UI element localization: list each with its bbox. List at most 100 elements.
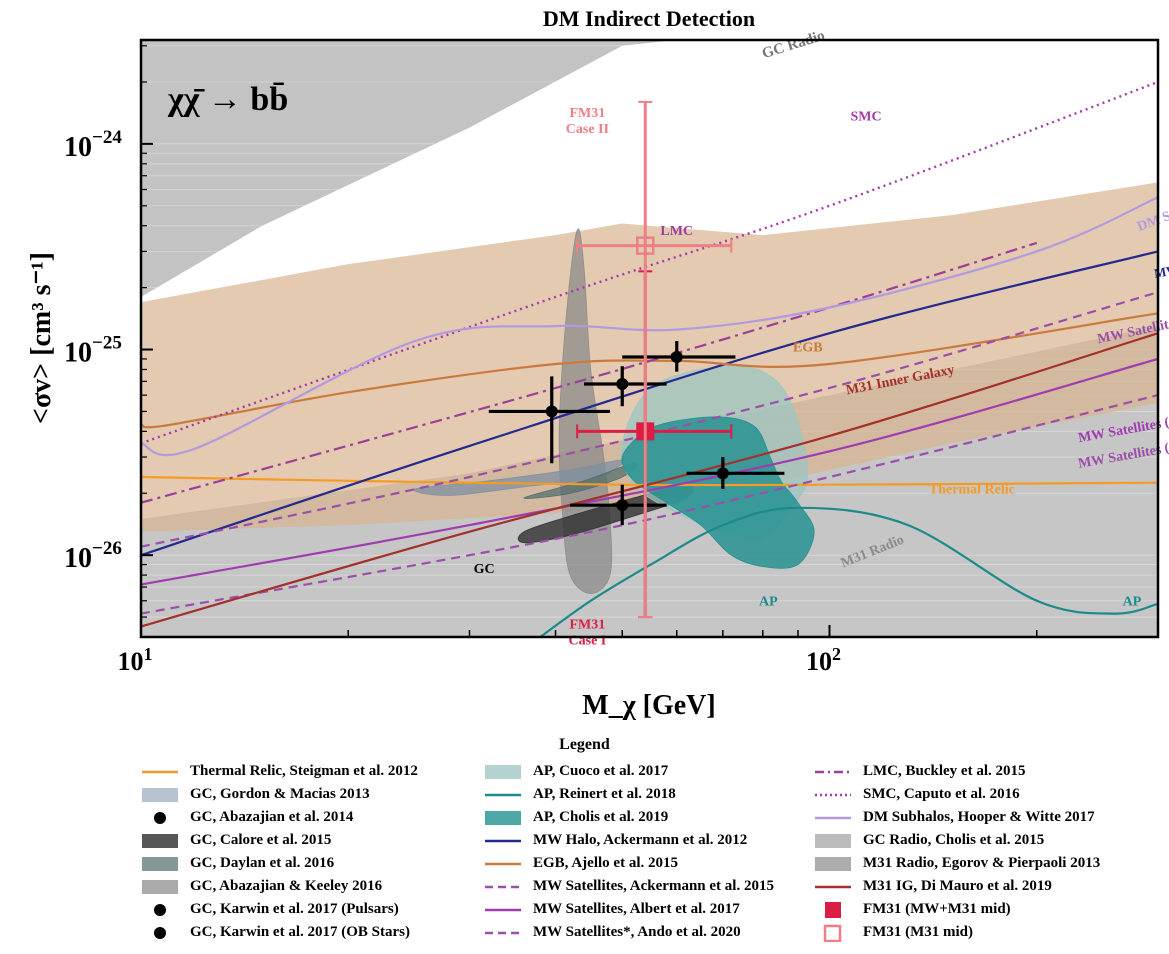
legend-label: GC, Abazajian et al. 2014 <box>190 809 354 825</box>
x-tick-label: 102 <box>806 644 841 676</box>
legend-label: GC, Abazajian & Keeley 2016 <box>190 878 383 894</box>
point-gc-karwin-et-al-2017-pulsars-marker <box>616 377 629 390</box>
point-gc-point-5-marker <box>716 467 729 480</box>
legend-label: LMC, Buckley et al. 2015 <box>863 763 1026 779</box>
legend-swatch <box>485 931 521 934</box>
legend-label: FM31 (MW+M31 mid) <box>863 901 1011 917</box>
gc-gordon-blob <box>413 459 624 496</box>
legend-label: GC, Calore et al. 2015 <box>190 832 332 848</box>
legend-item: GC, Gordon & Macias 2013 <box>140 783 418 806</box>
legend-swatch <box>154 903 166 916</box>
annotation-gc-radio: GC Radio <box>760 28 826 62</box>
legend-swatch <box>485 908 521 911</box>
annotation-lmc: LMC <box>660 224 693 239</box>
legend-label: M31 IG, Di Mauro et al. 2019 <box>863 878 1052 894</box>
legend-swatch <box>154 811 166 824</box>
annotation-egb: EGB <box>793 340 823 355</box>
legend-item: AP, Cholis et al. 2019 <box>483 806 774 829</box>
legend-label: MW Halo, Ackermann et al. 2012 <box>533 832 748 848</box>
legend-item: GC, Daylan et al. 2016 <box>140 852 418 875</box>
legend-label: AP, Cholis et al. 2019 <box>533 809 669 825</box>
legend-label: MW Satellites, Ackermann et al. 2015 <box>533 878 774 894</box>
point-gc-karwin-et-al-2017-ob-stars-marker <box>670 350 683 363</box>
point-gc-point-4-marker <box>616 499 629 512</box>
legend-swatch <box>823 924 842 942</box>
x-axis-label: M_χ [GeV] <box>582 690 715 721</box>
legend-item: M31 IG, Di Mauro et al. 2019 <box>813 875 1100 898</box>
annotation-thermal-relic: Thermal Relic <box>929 482 1015 497</box>
legend-item: DM Subhalos, Hooper & Witte 2017 <box>813 806 1100 829</box>
process-label: χχ̄ → bb̄ <box>167 81 288 118</box>
legend-item: GC, Calore et al. 2015 <box>140 829 418 852</box>
legend-label: GC, Daylan et al. 2016 <box>190 855 335 871</box>
legend-swatch <box>815 856 851 871</box>
series-line-m31-inner-galaxy <box>141 332 1158 628</box>
legend-label: MW Satellites*, Ando et al. 2020 <box>533 924 741 940</box>
legend-item: SMC, Caputo et al. 2016 <box>813 783 1100 806</box>
legend-label: Thermal Relic, Steigman et al. 2012 <box>190 763 418 779</box>
legend-label: AP, Reinert et al. 2018 <box>533 786 676 802</box>
annotation-ap: AP <box>1123 594 1142 609</box>
legend-item: GC Radio, Cholis et al. 2015 <box>813 829 1100 852</box>
x-tick-label: 101 <box>118 644 153 676</box>
legend-item: AP, Reinert et al. 2018 <box>483 783 774 806</box>
legend-swatch <box>142 787 178 802</box>
legend-item: GC, Karwin et al. 2017 (Pulsars) <box>140 898 418 921</box>
legend-item: MW Satellites*, Ando et al. 2020 <box>483 921 774 944</box>
legend-item: GC, Karwin et al. 2017 (OB Stars) <box>140 921 418 944</box>
legend-label: M31 Radio, Egorov & Pierpaoli 2013 <box>863 855 1101 871</box>
y-tick-label: 10−26 <box>64 538 122 574</box>
legend-swatch <box>825 901 841 918</box>
legend-label: GC Radio, Cholis et al. 2015 <box>863 832 1045 848</box>
series-line-mw-satellites-2015 <box>141 394 1158 615</box>
legend-swatch <box>154 926 166 939</box>
y-axis-label: <σv> [cm³ s⁻¹] <box>26 252 57 424</box>
legend-swatch <box>485 885 521 888</box>
series-line-mw-satellites-2017 <box>141 357 1158 586</box>
legend-item: MW Satellites, Ackermann et al. 2015 <box>483 875 774 898</box>
legend-label: AP, Cuoco et al. 2017 <box>533 763 669 779</box>
legend-item: M31 Radio, Egorov & Pierpaoli 2013 <box>813 852 1100 875</box>
legend-swatch <box>815 793 851 796</box>
legend-swatch <box>815 770 851 773</box>
legend-item: AP, Cuoco et al. 2017 <box>483 760 774 783</box>
legend-swatch <box>815 885 851 888</box>
legend-item: FM31 (M31 mid) <box>813 921 1100 944</box>
legend-column-2: AP, Cuoco et al. 2017 AP, Reinert et al. … <box>483 760 774 944</box>
legend-label: DM Subhalos, Hooper & Witte 2017 <box>863 809 1095 825</box>
legend-swatch <box>142 856 178 871</box>
annotation-fm31-case-i: FM31 Case I <box>569 617 607 648</box>
annotation-fm31-case-ii: FM31 Case II <box>566 106 609 137</box>
legend-column-1: Thermal Relic, Steigman et al. 2012 GC, G… <box>140 760 418 944</box>
y-tick-label: 10−24 <box>64 127 122 163</box>
legend-item: FM31 (MW+M31 mid) <box>813 898 1100 921</box>
legend-swatch <box>485 764 521 779</box>
legend-swatch <box>142 879 178 894</box>
series-line-lmc <box>141 241 1038 504</box>
legend-title: Legend <box>559 736 610 753</box>
gc-radio-band <box>141 40 677 298</box>
legend-swatch <box>485 862 521 865</box>
legend-swatch <box>142 770 178 773</box>
legend-label: SMC, Caputo et al. 2016 <box>863 786 1020 802</box>
legend-label: EGB, Ajello et al. 2015 <box>533 855 678 871</box>
legend-label: MW Satellites, Albert et al. 2017 <box>533 901 740 917</box>
y-tick-label: 10−25 <box>64 333 122 369</box>
legend-item: GC, Abazajian & Keeley 2016 <box>140 875 418 898</box>
plot-frame <box>139 38 1160 639</box>
annotation-smc: SMC <box>850 109 881 124</box>
legend-swatch <box>485 839 521 842</box>
legend-item: LMC, Buckley et al. 2015 <box>813 760 1100 783</box>
legend-swatch <box>142 833 178 848</box>
legend-item: MW Halo, Ackermann et al. 2012 <box>483 829 774 852</box>
legend-item: EGB, Ajello et al. 2015 <box>483 852 774 875</box>
legend-swatch <box>485 793 521 796</box>
legend-swatch <box>815 816 851 819</box>
point-gc-abazajian-et-al-2014-marker <box>545 405 558 418</box>
legend-label: GC, Gordon & Macias 2013 <box>190 786 370 802</box>
legend-label: FM31 (M31 mid) <box>863 924 973 940</box>
legend-item: GC, Abazajian et al. 2014 <box>140 806 418 829</box>
series-line-ap-reinert-2018 <box>539 506 1158 637</box>
legend-item: Thermal Relic, Steigman et al. 2012 <box>140 760 418 783</box>
